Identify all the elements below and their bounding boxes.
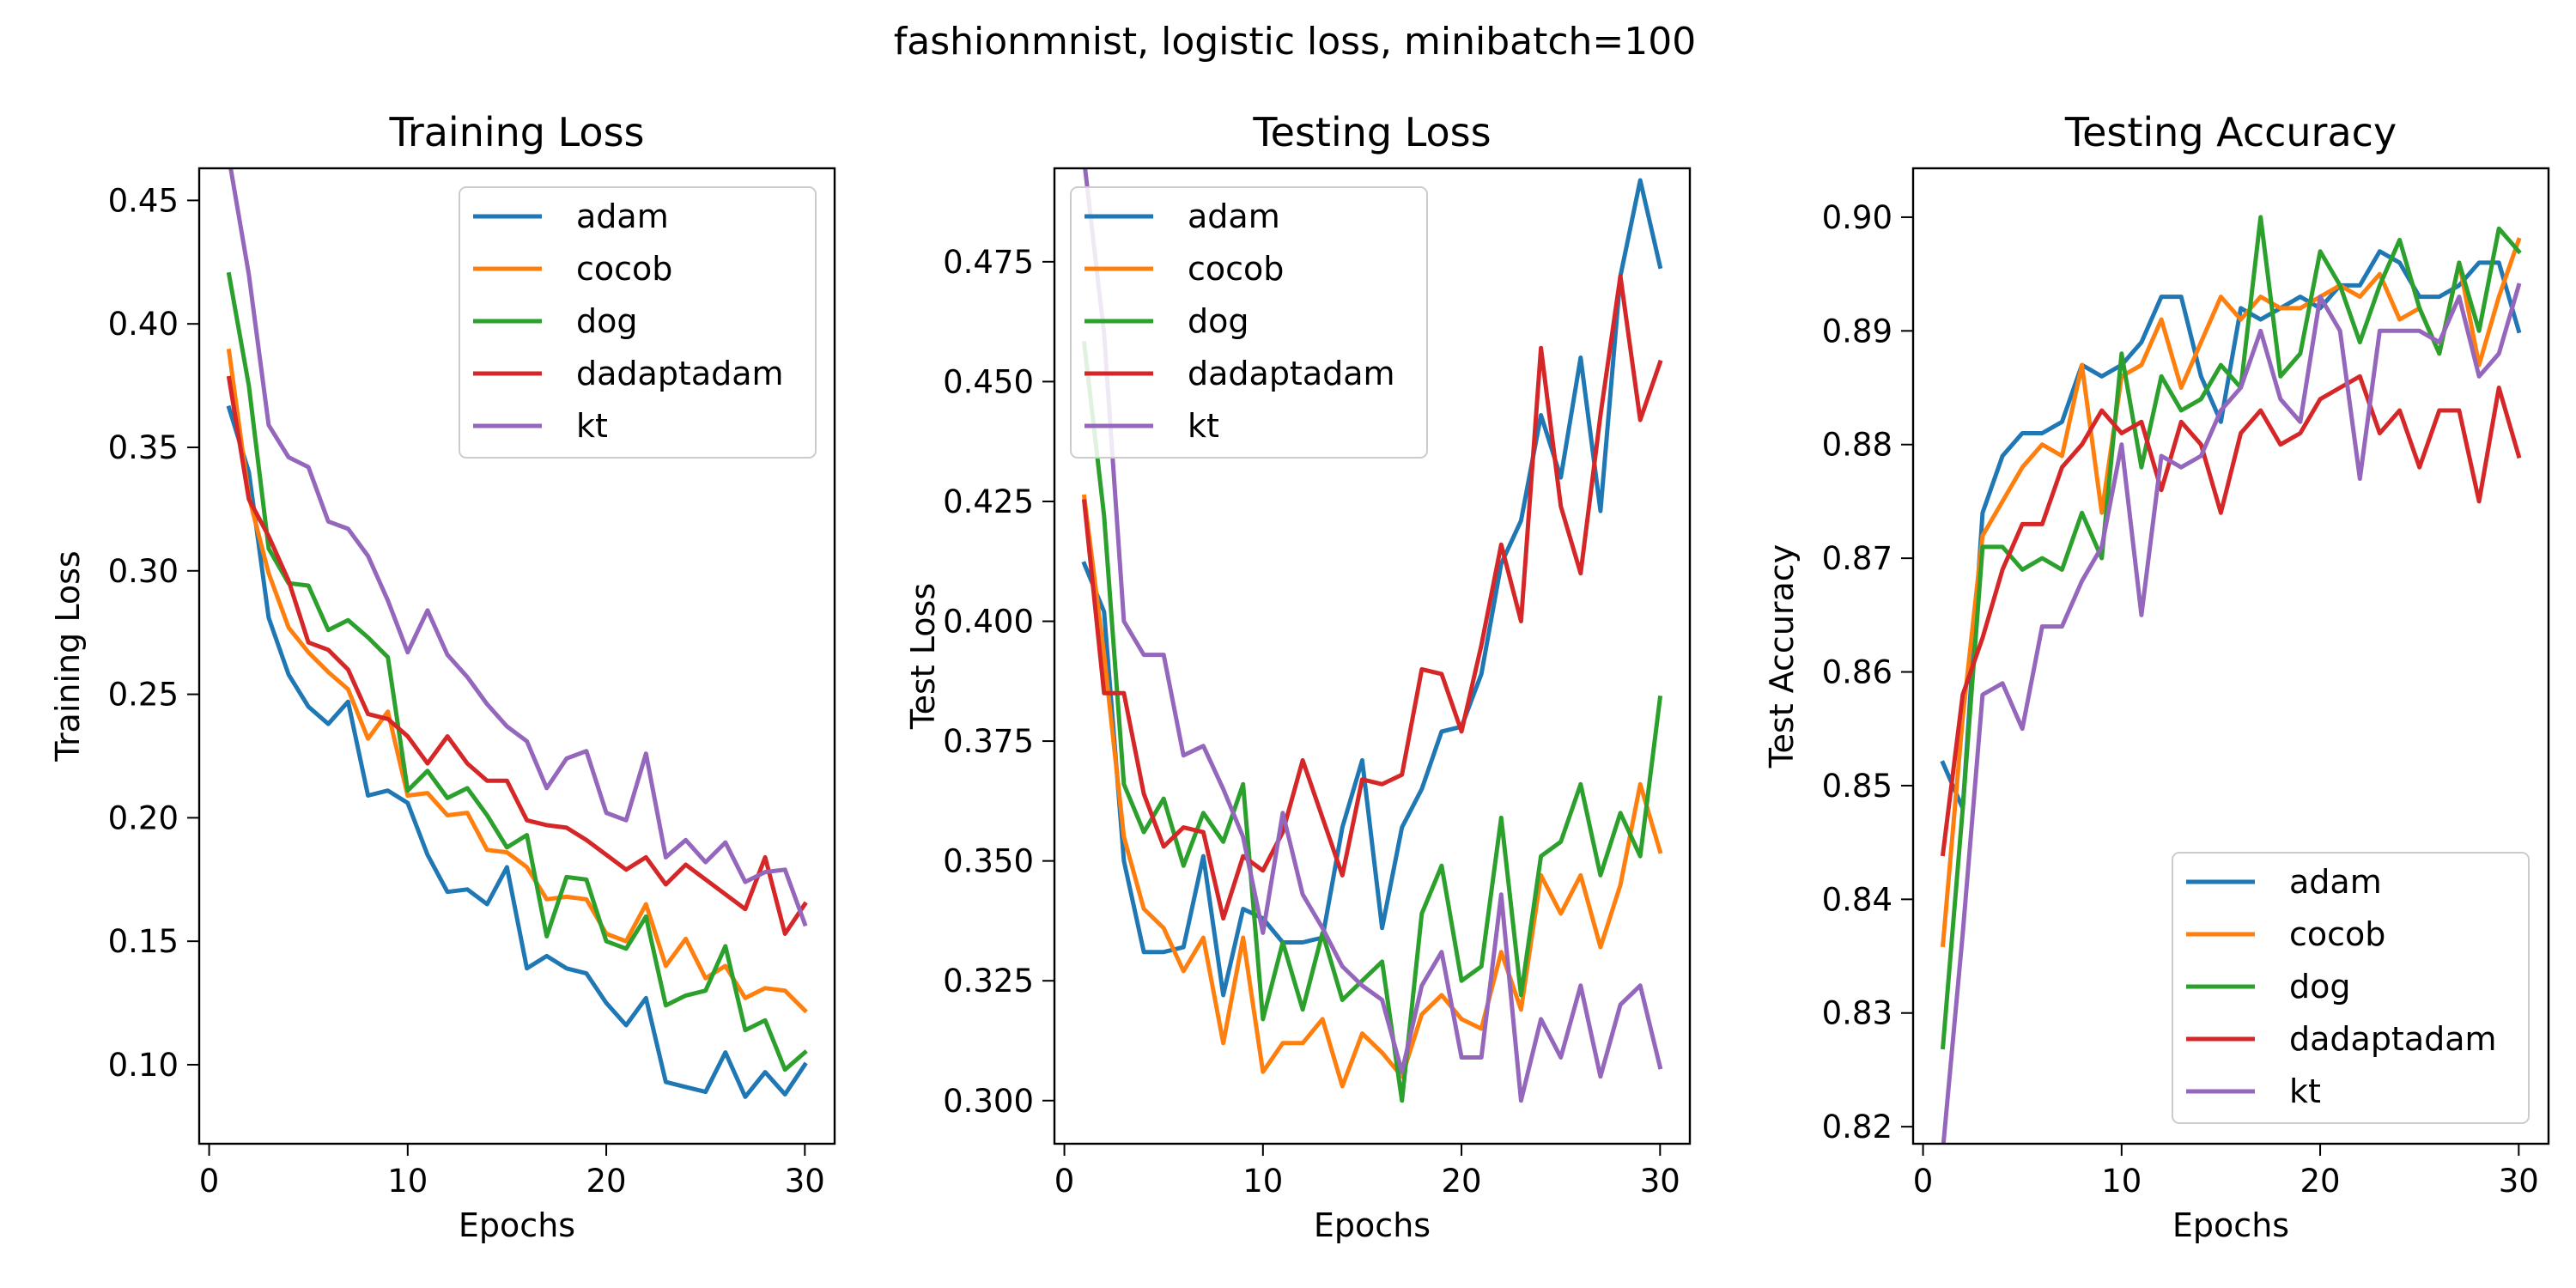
legend-label-dog: dog: [1188, 302, 1249, 340]
legend-label-cocob: cocob: [2289, 915, 2385, 953]
series-line-dog: [1941, 215, 2522, 1050]
x-tick-label: 10: [1242, 1163, 1283, 1200]
y-tick-label: 0.10: [108, 1047, 179, 1084]
y-tick-label: 0.325: [943, 963, 1034, 999]
legend: adam cocob dog dadaptadam kt: [459, 186, 817, 459]
y-axis-label: Training Loss: [49, 550, 87, 762]
x-tick-label: 20: [1442, 1163, 1482, 1200]
series-line-cocob: [1081, 494, 1663, 1089]
x-tick-label: 30: [2499, 1163, 2539, 1200]
y-tick-label: 0.87: [1822, 540, 1893, 577]
chart-title: Training Loss: [388, 109, 644, 155]
legend-label-adam: adam: [1188, 197, 1280, 235]
chart-panel-1: Training Loss 0 10 20 30 0.10 0.15 0.20 0.25 0.30…: [49, 109, 836, 1244]
x-axis-label: Epochs: [459, 1206, 575, 1244]
x-tick-label: 0: [1054, 1163, 1075, 1200]
y-tick-label: 0.20: [108, 799, 179, 836]
legend-label-kt: kt: [576, 407, 608, 445]
chart-title: Testing Loss: [1252, 109, 1491, 155]
y-tick-label: 0.84: [1822, 881, 1893, 918]
legend-label-cocob: cocob: [1188, 250, 1284, 288]
x-tick-label: 30: [1640, 1163, 1680, 1200]
series-line-dog: [1081, 341, 1663, 1103]
series-line-kt: [1083, 168, 1663, 1103]
x-tick-label: 10: [387, 1163, 428, 1200]
series-line-adam: [1940, 249, 2522, 811]
legend-label-kt: kt: [2289, 1072, 2321, 1110]
series-line-kt: [1941, 283, 2522, 1144]
legend-label-cocob: cocob: [576, 250, 672, 288]
legend-box: [2172, 852, 2530, 1124]
y-tick-label: 0.30: [108, 553, 179, 590]
y-tick-label: 0.83: [1822, 995, 1893, 1032]
y-tick-label: 0.82: [1822, 1109, 1893, 1145]
y-tick-label: 0.35: [108, 429, 179, 466]
x-tick-label: 20: [2300, 1163, 2341, 1200]
legend: adam cocob dog dadaptadam kt: [2172, 852, 2530, 1124]
y-tick-label: 0.15: [108, 923, 179, 960]
figure-suptitle: fashionmnist, logistic loss, minibatch=1…: [894, 20, 1697, 64]
legend: adam cocob dog dadaptadam kt: [1070, 186, 1428, 459]
y-tick-label: 0.45: [108, 182, 179, 219]
y-axis-label: Test Accuracy: [1763, 544, 1801, 769]
x-axis-label: Epochs: [1314, 1206, 1431, 1244]
legend-label-dog: dog: [576, 302, 638, 340]
y-tick-label: 0.400: [943, 604, 1034, 641]
y-tick-label: 0.375: [943, 723, 1034, 760]
legend-label-adam: adam: [2289, 863, 2382, 901]
y-axis-label: Test Loss: [904, 583, 942, 730]
series-line-adam: [226, 404, 808, 1099]
series-line-adam: [1081, 178, 1663, 998]
legend-label-adam: adam: [576, 197, 669, 235]
series-line-dog: [226, 271, 808, 1072]
y-tick-label: 0.89: [1822, 313, 1893, 349]
legend-label-kt: kt: [1188, 407, 1219, 445]
series-line-kt: [228, 168, 808, 927]
legend-label-dadaptadam: dadaptadam: [2289, 1020, 2497, 1058]
chart-panels: Training Loss 0 10 20 30 0.10 0.15 0.20 0.25 0.30…: [49, 109, 2550, 1244]
legend-box: [459, 186, 817, 459]
x-tick-label: 30: [785, 1163, 825, 1200]
legend-label-dadaptadam: dadaptadam: [576, 355, 784, 392]
series-line-cocob: [226, 348, 808, 1014]
y-tick-label: 0.475: [943, 244, 1034, 281]
axes-frame: [1911, 167, 2550, 1145]
x-tick-label: 20: [586, 1163, 627, 1200]
y-tick-label: 0.25: [108, 677, 179, 714]
x-tick-label: 0: [1913, 1163, 1934, 1200]
y-tick-label: 0.86: [1822, 654, 1893, 691]
y-tick-label: 0.90: [1822, 199, 1893, 236]
legend-label-dadaptadam: dadaptadam: [1188, 355, 1395, 392]
y-tick-label: 0.450: [943, 363, 1034, 400]
chart-panel-2: Testing Loss 0 10 20 30 0.300 0.325 0.350 0.375 0…: [904, 109, 1692, 1244]
series-line-dadaptadam: [1940, 374, 2522, 857]
y-tick-label: 0.88: [1822, 427, 1893, 464]
series-line-dadaptadam: [1081, 274, 1663, 921]
x-axis-label: Epochs: [2172, 1206, 2289, 1244]
x-tick-label: 10: [2101, 1163, 2142, 1200]
x-tick-label: 0: [199, 1163, 220, 1200]
legend-box: [1070, 186, 1428, 459]
axes-frame: [197, 167, 836, 1145]
y-tick-label: 0.40: [108, 306, 179, 343]
legend-label-dog: dog: [2289, 968, 2351, 1005]
chart-panel-3: Testing Accuracy 0 10 20 30 0.82 0.83 0.84 0.85 0…: [1763, 109, 2550, 1244]
axes-frame: [1053, 167, 1692, 1145]
y-tick-label: 0.300: [943, 1083, 1034, 1120]
y-tick-label: 0.85: [1822, 768, 1893, 805]
chart-title: Testing Accuracy: [2064, 109, 2397, 155]
y-tick-label: 0.425: [943, 483, 1034, 520]
series-line-dadaptadam: [226, 375, 808, 936]
y-tick-label: 0.350: [943, 843, 1034, 880]
